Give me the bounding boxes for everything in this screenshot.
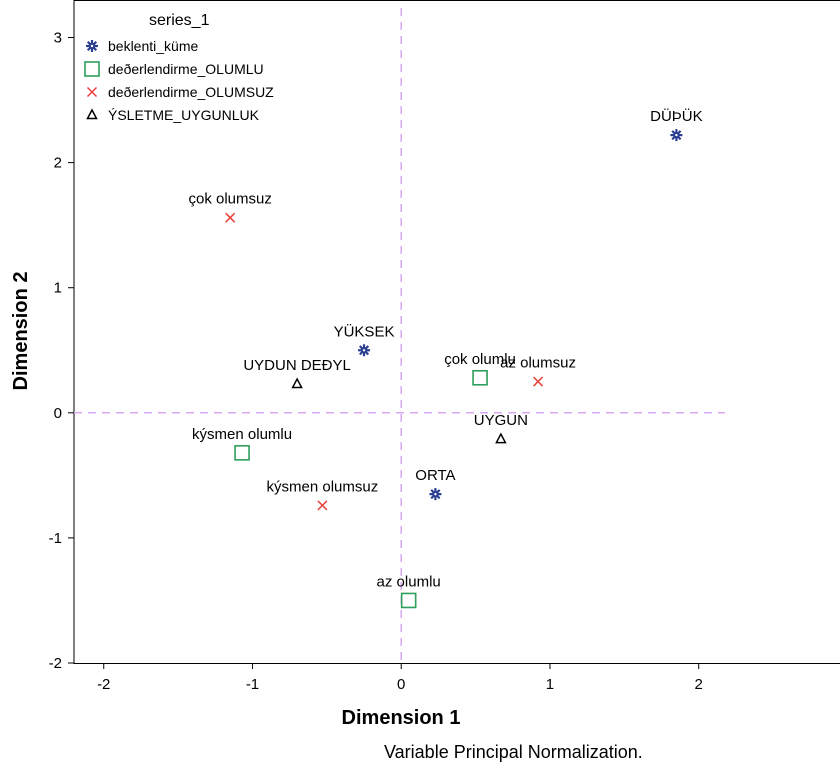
data-point: [495, 432, 507, 444]
legend-label: beklenti_küme: [108, 38, 198, 54]
legend-label: ÝSLETME_UYGUNLUK: [108, 107, 260, 123]
y-tick-label: 3: [54, 30, 62, 47]
reference-lines: [74, 8, 725, 663]
point-label: kýsmen olumlu: [192, 426, 292, 443]
legend-title: series_1: [149, 12, 210, 29]
normalization-note: Variable Principal Normalization.: [384, 742, 643, 762]
y-tick-label: -1: [49, 530, 62, 547]
x-tick-label: 1: [546, 676, 554, 693]
y-tick-label: 2: [54, 155, 62, 172]
legend-marker: [86, 108, 98, 120]
data-point: [234, 445, 250, 461]
data-point: [670, 129, 683, 142]
data-point: [429, 488, 442, 501]
point-label: DÜÞÜK: [650, 107, 703, 125]
plot-area: [73, 0, 840, 664]
legend-marker: [84, 61, 100, 77]
data-point: [533, 376, 544, 387]
point-label: YÜKSEK: [334, 322, 395, 340]
y-tick-label: 0: [54, 405, 62, 422]
x-tick-label: -1: [246, 676, 259, 693]
y-tick-label: 1: [54, 280, 62, 297]
data-point: [400, 592, 417, 609]
data-point: [358, 344, 371, 357]
legend-label: deðerlendirme_OLUMLU: [108, 61, 264, 77]
data-points: DÜÞÜK YÜKSEK ORTA çok olumlu kýsmen olumlu az…: [188, 107, 703, 609]
data-point: [317, 500, 328, 511]
legend-marker: [86, 86, 98, 98]
y-axis: -2 -1 0 1 2 3: [49, 30, 74, 672]
point-label: ORTA: [415, 467, 455, 484]
point-label: az olumsuz: [500, 355, 576, 372]
x-axis: -2 -1 0 1 2: [97, 663, 703, 693]
y-axis-title: Dimension 2: [10, 272, 32, 391]
data-point: [291, 377, 303, 389]
point-label: UYDUN DEÐYL: [243, 357, 351, 374]
data-point: [472, 369, 488, 386]
y-tick-label: -2: [49, 655, 62, 672]
point-label: UYGUN: [474, 412, 528, 429]
x-tick-label: -2: [97, 676, 110, 693]
x-tick-label: 0: [397, 676, 405, 693]
point-label: az olumlu: [377, 573, 441, 590]
legend-label: deðerlendirme_OLUMSUZ: [108, 84, 274, 100]
x-tick-label: 2: [695, 676, 703, 693]
legend: series_1 beklenti_küme deðerlendirme_OLUM…: [84, 12, 274, 123]
point-label: çok olumsuz: [188, 191, 271, 208]
point-label: kýsmen olumsuz: [267, 478, 379, 495]
legend-marker: [86, 40, 98, 52]
data-point: [225, 212, 236, 223]
x-axis-title: Dimension 1: [342, 707, 461, 729]
point-label: çok olumlu: [444, 351, 516, 368]
